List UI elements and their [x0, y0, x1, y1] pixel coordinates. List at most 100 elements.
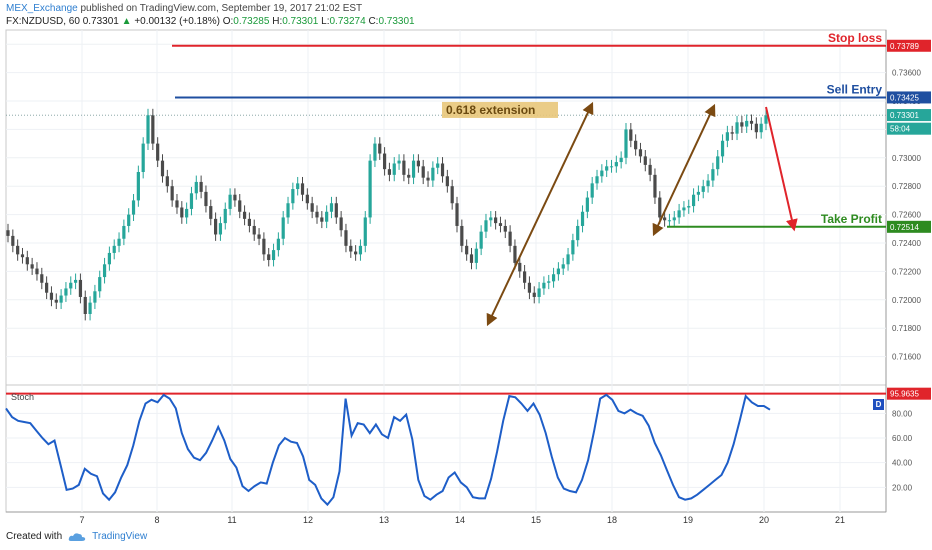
candle-body [580, 211, 585, 226]
candle-body [648, 164, 652, 175]
stoch-series-line [5, 393, 771, 507]
price-badges: 0.73789 0.73425 0.73301 58:04 0.72514 95.9635 [887, 39, 931, 400]
candle-body [440, 163, 445, 177]
candle-body [527, 282, 532, 293]
candle-body [35, 268, 39, 275]
candle-body [561, 264, 565, 269]
price-badge-bg [887, 220, 931, 233]
stoch-d-badge[interactable]: D [873, 399, 884, 410]
candle-body [522, 271, 527, 283]
author-link[interactable]: MEX_Exchange [6, 3, 78, 14]
candle-body [358, 245, 363, 255]
candle-body [421, 166, 425, 178]
candle-body [542, 282, 546, 289]
candle-body [156, 143, 160, 161]
price-pane [5, 29, 887, 386]
candle-body [513, 245, 517, 263]
candle-body [378, 143, 382, 154]
stoch-tick-label: 60.00 [892, 434, 913, 443]
candle-body [585, 197, 589, 212]
candle-body [305, 194, 309, 204]
open-label: O: [222, 16, 234, 27]
candle-body [600, 170, 604, 177]
candle-body [445, 176, 449, 187]
candle-body [455, 203, 459, 226]
candle-body [102, 264, 107, 278]
stoch-badge-bg [887, 387, 931, 400]
candle-body [382, 153, 387, 170]
price-badge-bg [887, 109, 931, 122]
created-with-text: Created with [6, 531, 63, 542]
candle-body [88, 302, 92, 314]
candle-body [247, 218, 252, 226]
stoch-tick-label: 80.00 [892, 409, 913, 418]
candle-body [407, 174, 411, 178]
candle-body [663, 217, 667, 221]
annotation-label: 0.618 extension [446, 103, 535, 117]
stoch-badge: 95.9635 [890, 390, 919, 399]
candle-body [204, 191, 208, 207]
candle-body [566, 254, 570, 265]
stoch-tick-label: 40.00 [892, 459, 913, 468]
x-tick-label: 19 [683, 515, 693, 525]
y-tick-label: 0.72400 [892, 239, 921, 248]
candle-body [614, 162, 618, 167]
price-badge: 0.73301 [890, 111, 919, 120]
candle-body [310, 203, 314, 212]
tradingview-logo-text[interactable]: TradingView [92, 531, 148, 542]
candle-body [199, 181, 203, 192]
price-badge: 0.73425 [890, 93, 919, 102]
candle-body [474, 248, 478, 263]
y-tick-label: 0.71600 [892, 353, 921, 362]
candle-body [59, 295, 63, 303]
candle-body [465, 245, 469, 255]
candle-body [286, 203, 290, 218]
candle-body [460, 225, 464, 246]
candle-body [595, 176, 599, 184]
high-value: 0.73301 [282, 16, 319, 27]
candle-body [334, 203, 338, 218]
x-tick-label: 12 [303, 515, 313, 525]
candle-body [194, 181, 198, 194]
level-label: Sell Entry [827, 82, 883, 96]
stoch-label: Stoch [11, 392, 35, 402]
target-arrow [765, 106, 798, 232]
price-badge-bg [887, 39, 931, 52]
candle-body [238, 200, 242, 212]
candle-body [479, 231, 483, 249]
candle-body [320, 217, 324, 222]
candle-body [296, 183, 300, 190]
candle-body [537, 288, 541, 297]
candle-body [78, 279, 83, 297]
y-tick-label: 0.72000 [892, 296, 921, 305]
candle-body [658, 197, 662, 218]
candle-body [69, 282, 73, 289]
high-label: H: [272, 16, 283, 27]
candle-body [754, 123, 758, 133]
candle-body [411, 160, 416, 178]
x-tick-label: 21 [835, 515, 845, 525]
x-tick-label: 7 [79, 515, 84, 525]
candle-body [387, 169, 392, 175]
low-value: 0.73274 [329, 16, 366, 27]
stoch-pane [5, 384, 887, 513]
candle-body [151, 115, 155, 144]
candle-body [609, 166, 614, 168]
candle-body [701, 186, 705, 192]
candle-body [20, 254, 25, 258]
candle-body [49, 292, 54, 300]
candle-body [214, 218, 218, 235]
candle-body [45, 282, 49, 293]
candle-body [436, 163, 440, 168]
candle-body [368, 160, 372, 218]
candle-body [344, 230, 348, 246]
candle-body [325, 211, 329, 222]
candle-body [682, 207, 686, 211]
candle-body [40, 274, 44, 283]
close-label: C: [368, 16, 379, 27]
candle-body [619, 157, 623, 163]
price-change: +0.00132 (+0.18%) [134, 16, 220, 27]
last-price: 0.73301 [82, 16, 119, 27]
y-tick-label: 0.72200 [892, 267, 921, 276]
